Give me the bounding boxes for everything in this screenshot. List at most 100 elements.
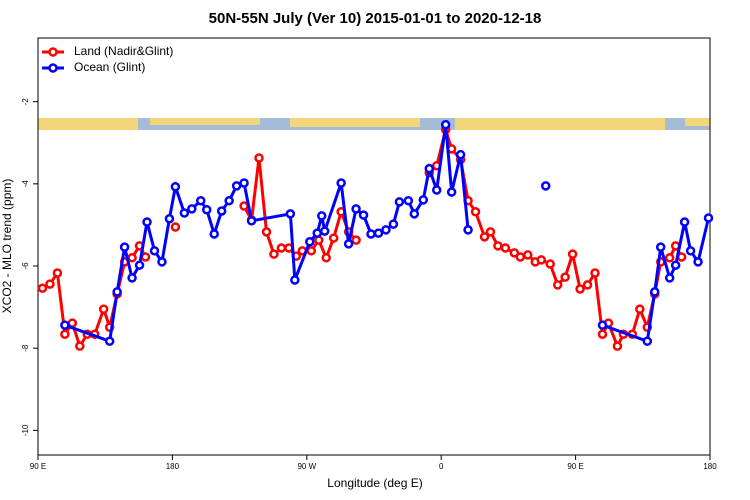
data-point [590, 268, 600, 278]
land-strip [150, 118, 260, 125]
data-point [612, 341, 623, 351]
data-point [312, 228, 323, 238]
data-point [231, 181, 242, 191]
data-point [112, 287, 122, 297]
legend-label: Land (Nadir&Glint) [74, 44, 173, 58]
data-point [366, 229, 376, 239]
land-strip [455, 118, 665, 130]
data-point [119, 242, 130, 252]
data-point [515, 252, 526, 262]
data-point [635, 304, 645, 314]
data-point [52, 268, 63, 278]
data-point [381, 225, 391, 235]
data-point [209, 229, 219, 239]
data-point [321, 253, 331, 263]
data-point [431, 185, 442, 195]
data-point [470, 207, 481, 217]
data-point [394, 197, 405, 207]
data-point [157, 257, 167, 267]
data-point [485, 227, 496, 237]
data-point [140, 252, 151, 262]
data-point [336, 178, 346, 188]
data-point [75, 341, 85, 351]
data-point [246, 216, 257, 226]
data-point [60, 329, 70, 339]
legend-marker [48, 47, 58, 57]
data-point [403, 195, 414, 206]
data-point [316, 211, 327, 221]
data-point [239, 178, 249, 188]
data-point [552, 280, 563, 290]
data-point [536, 255, 547, 265]
data-point [670, 260, 681, 270]
data-point [170, 181, 181, 192]
data-point [104, 336, 115, 346]
data-point [351, 235, 361, 245]
data-point [685, 246, 696, 256]
data-point [693, 257, 703, 267]
data-point [424, 163, 435, 174]
data-point [358, 210, 369, 220]
data-point [98, 304, 109, 314]
data-point [540, 181, 551, 191]
data-point [343, 239, 354, 249]
data-point [142, 217, 152, 227]
chart-title: 50N-55N July (Ver 10) 2015-01-01 to 2020… [209, 10, 542, 27]
data-point [440, 119, 451, 130]
x-tick-label: 90 W [297, 462, 316, 471]
data-point [509, 248, 520, 258]
y-tick-label: -8 [21, 344, 30, 352]
data-point [170, 222, 181, 232]
data-point [373, 228, 384, 238]
data-point [37, 283, 48, 293]
data-point [446, 187, 457, 197]
data-point [224, 195, 234, 206]
x-tick-label: 90 E [567, 462, 583, 471]
data-point [523, 250, 533, 260]
data-point [239, 201, 249, 211]
data-point [305, 237, 315, 247]
data-point [187, 204, 197, 214]
data-point [409, 209, 420, 219]
land-strip [38, 118, 138, 130]
data-point [285, 209, 296, 219]
data-point [60, 320, 70, 330]
data-point [127, 253, 137, 263]
data-point [149, 246, 160, 256]
data-point [655, 242, 666, 252]
legend-marker [48, 63, 58, 73]
data-point [664, 253, 675, 263]
data-point [418, 195, 429, 205]
data-point [455, 149, 466, 160]
data-point [479, 232, 490, 242]
data-point [649, 287, 660, 297]
y-axis-label: XCO2 - MLO trend (ppm) [0, 179, 14, 314]
data-point [597, 329, 608, 339]
data-point [560, 272, 570, 282]
data-point [582, 280, 593, 290]
data-point [216, 206, 227, 216]
data-point [642, 336, 653, 346]
map-strip [38, 118, 710, 130]
land-strip [685, 118, 710, 126]
data-point [351, 204, 361, 214]
data-point [500, 243, 511, 253]
data-point [127, 273, 137, 283]
y-tick-label: -10 [21, 424, 30, 436]
data-point [201, 204, 212, 215]
data-point [388, 219, 399, 229]
data-point [254, 153, 264, 163]
data-point [306, 246, 317, 256]
data-point [179, 208, 190, 218]
land-strip [290, 118, 420, 127]
x-tick-label: 180 [166, 462, 180, 471]
data-point [597, 320, 608, 330]
x-tick-label: 0 [439, 462, 444, 471]
x-axis-label: Longitude (deg E) [327, 476, 422, 490]
data-point [276, 243, 287, 253]
data-point [493, 241, 503, 251]
data-point [45, 279, 55, 289]
data-point [567, 249, 578, 259]
